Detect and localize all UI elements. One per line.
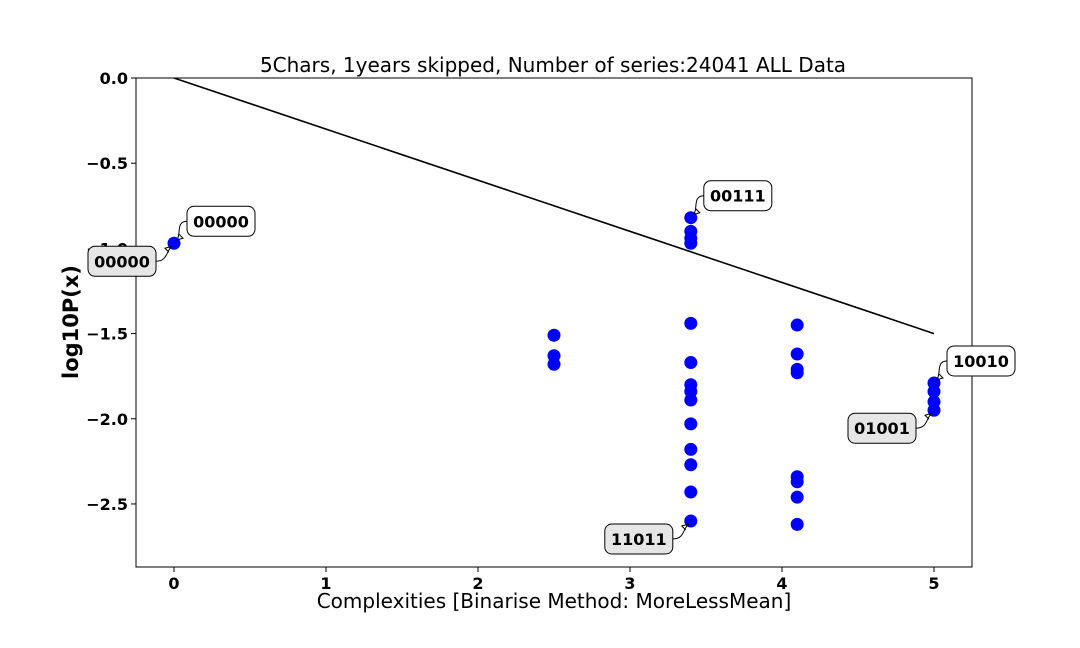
annotation-label: 00000 — [193, 212, 249, 231]
x-tick-label: 0 — [168, 574, 179, 593]
annotation-arrowhead — [935, 373, 944, 381]
y-tick-label: −2.5 — [86, 495, 128, 514]
y-tick-label: −2.0 — [86, 410, 128, 429]
x-tick-label: 3 — [624, 574, 635, 593]
x-tick-label: 4 — [776, 574, 787, 593]
data-point — [684, 458, 698, 472]
data-point — [684, 442, 698, 456]
data-point — [684, 211, 698, 225]
annotation-arrow — [672, 523, 690, 540]
chart-title: 5Chars, 1years skipped, Number of series… — [260, 53, 846, 77]
x-axis-label: Complexities [Binarise Method: MoreLessM… — [317, 589, 792, 613]
plot-frame — [135, 77, 973, 568]
annotation-box — [186, 205, 256, 237]
data-point — [790, 366, 804, 380]
annotation-label: 10010 — [953, 352, 1009, 371]
annotation-arrow — [155, 245, 173, 262]
data-point — [927, 385, 941, 399]
annotation-upper: 10010 — [935, 345, 1016, 381]
x-tick-label: 1 — [320, 574, 331, 593]
annotation-box — [703, 180, 773, 212]
data-point — [684, 316, 698, 330]
y-tick-label: 0.0 — [100, 69, 128, 88]
data-point — [684, 236, 698, 250]
annotation-label: 00111 — [710, 187, 766, 206]
annotation-arrowhead — [692, 208, 701, 216]
data-point — [684, 514, 698, 528]
data-point — [790, 475, 804, 489]
annotation-box — [87, 245, 157, 277]
data-point — [790, 517, 804, 531]
data-point — [684, 356, 698, 370]
data-point — [790, 318, 804, 332]
annotation-box — [847, 412, 917, 444]
annotation-arrowhead — [164, 245, 173, 253]
annotation-arrow — [175, 220, 188, 241]
annotation-box — [604, 523, 674, 555]
annotation-lower: 11011 — [604, 523, 690, 555]
annotation-box — [946, 345, 1016, 377]
data-point — [684, 485, 698, 499]
annotation-label: 00000 — [94, 252, 150, 271]
data-point — [684, 417, 698, 431]
x-tick-label: 5 — [928, 574, 939, 593]
fit-line — [173, 77, 935, 335]
data-point — [684, 393, 698, 407]
annotation-label: 01001 — [854, 419, 910, 438]
annotation-arrowhead — [175, 233, 184, 241]
annotation-arrow — [915, 412, 933, 429]
annotation-upper: 00000 — [175, 205, 256, 241]
annotation-arrowhead — [924, 412, 933, 420]
data-point — [790, 490, 804, 504]
data-point — [927, 403, 941, 417]
data-point — [790, 347, 804, 361]
annotation-label: 11011 — [611, 530, 667, 549]
annotation-upper: 00111 — [692, 180, 773, 216]
y-tick-label: −1.5 — [86, 325, 128, 344]
data-point — [547, 357, 561, 371]
y-tick-label: −0.5 — [86, 154, 128, 173]
annotation-arrow — [935, 360, 948, 381]
annotation-arrow — [692, 195, 704, 216]
annotation-arrowhead — [680, 523, 689, 531]
y-axis-label: log10P(x) — [59, 265, 83, 379]
data-point — [167, 236, 181, 250]
x-tick-label: 2 — [472, 574, 483, 593]
annotation-lower: 00000 — [87, 245, 173, 277]
annotation-lower: 01001 — [847, 412, 933, 444]
data-point — [547, 328, 561, 342]
